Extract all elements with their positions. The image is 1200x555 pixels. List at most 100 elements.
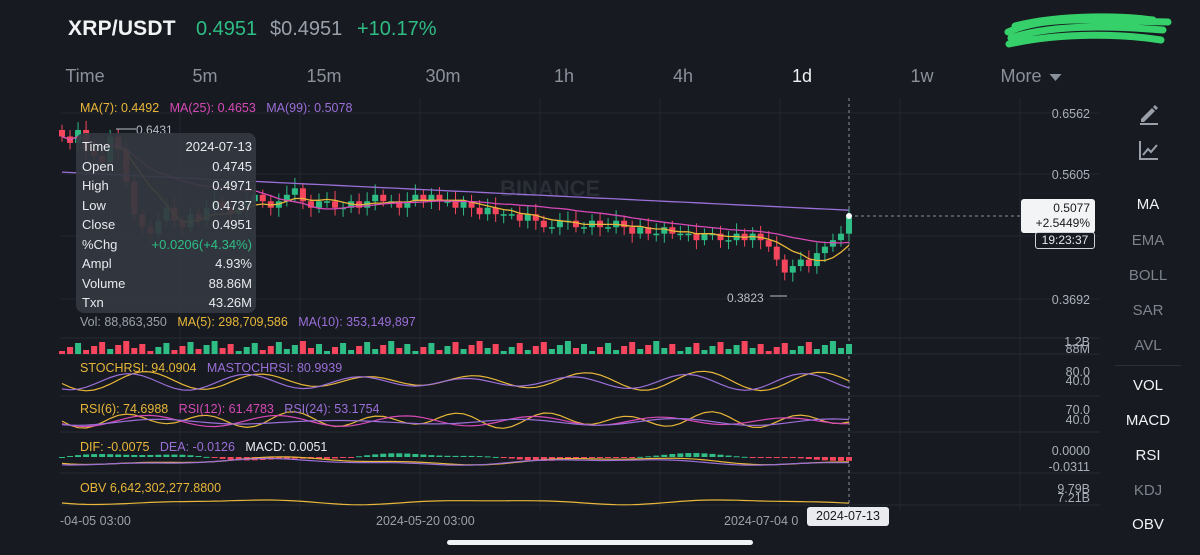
tooltip-value: 0.4971: [212, 178, 252, 193]
rsi-axis-label: 70.0: [1065, 403, 1090, 417]
candle-body: [59, 129, 65, 137]
macd-histogram-bar: [179, 454, 186, 457]
tooltip-value: 0.4745: [212, 158, 252, 174]
volume-bar: [444, 346, 451, 354]
price-axis-label: 0.5605: [1051, 168, 1090, 182]
current-price-box: 0.5077 +2.5449%: [1021, 199, 1095, 233]
obv-value: OBV 6,642,302,277.8800: [80, 481, 222, 495]
redaction-scribble: [1004, 13, 1172, 48]
macd-histogram-bar: [621, 457, 628, 458]
volume-bar: [412, 351, 419, 354]
indicator-rsi[interactable]: RSI: [1135, 447, 1161, 464]
indicator-macd[interactable]: MACD: [1125, 412, 1171, 429]
candle-body: [629, 227, 636, 234]
tab-4h[interactable]: 4h: [672, 66, 694, 86]
indicator-avl[interactable]: AVL: [1134, 337, 1162, 354]
volume-bar: [765, 351, 772, 354]
volume-bar: [669, 344, 676, 354]
indicator-vol[interactable]: VOL: [1132, 377, 1163, 394]
volume-bar: [460, 349, 467, 354]
indicator-obv[interactable]: OBV: [1132, 516, 1164, 533]
volume-bar: [203, 345, 210, 354]
tab-time[interactable]: Time: [65, 66, 105, 86]
volume-bar: [837, 348, 844, 354]
home-indicator[interactable]: [447, 540, 753, 545]
candle-body: [685, 233, 692, 236]
tab-15m[interactable]: 15m: [306, 66, 342, 86]
volume-bar: [564, 341, 571, 354]
volume-bar: [508, 347, 515, 354]
tab-5m[interactable]: 5m: [192, 66, 218, 86]
volume-bar: [275, 342, 282, 354]
macd-histogram-bar: [131, 454, 138, 457]
candle-body: [621, 220, 628, 228]
volume-bar: [532, 346, 539, 354]
tab-1d[interactable]: 1d: [791, 66, 813, 86]
tab-30m[interactable]: 30m: [425, 66, 461, 86]
volume-bar: [749, 348, 756, 354]
volume-bar: [637, 349, 644, 354]
macd-value: MACD: 0.0051: [245, 440, 328, 454]
volume-bar: [476, 341, 483, 354]
macd-histogram-bar: [155, 454, 162, 457]
macd-histogram-bar: [227, 457, 234, 460]
tab-1w[interactable]: 1w: [910, 66, 934, 86]
candle-body: [846, 217, 852, 234]
volume-bar: [348, 350, 355, 354]
crosshair-date-label: 2024-07-13: [807, 507, 889, 526]
x-axis-label: 2024-05-20 03:00: [376, 514, 475, 528]
candle-body: [468, 201, 475, 208]
volume-bar: [589, 351, 596, 354]
tooltip-key: %Chg: [82, 236, 118, 252]
macd-histogram-bar: [203, 456, 210, 458]
volume-bar: [404, 344, 411, 354]
candle-body: [332, 201, 339, 208]
candle-body: [725, 240, 732, 242]
macd-histogram-bar: [324, 457, 331, 459]
candle-body: [829, 240, 836, 247]
macd-histogram-bar: [613, 457, 620, 458]
chart-line-icon[interactable]: [1136, 137, 1162, 163]
volume-bar: [613, 350, 620, 354]
volume-bar: [388, 341, 395, 354]
x-axis-label: -04-05 03:00: [60, 514, 131, 528]
indicator-kdj[interactable]: KDJ: [1133, 482, 1163, 499]
tooltip-key: High: [82, 178, 109, 193]
candle-tooltip: Time 2024-07-13 Open 0.4745 High 0.4971 Low 0.4…: [76, 133, 256, 313]
volume-bar: [677, 351, 684, 354]
stochrsi-line: [61, 370, 850, 392]
volume-bar: [75, 343, 82, 354]
macd-histogram-bar: [163, 454, 170, 457]
volume-bar: [211, 341, 218, 354]
macd-histogram-bar: [404, 453, 411, 457]
tooltip-value: 43.26M: [208, 295, 252, 310]
tab-more[interactable]: More: [1000, 66, 1062, 87]
macd-histogram-bar: [380, 453, 387, 457]
pen-icon[interactable]: [1136, 100, 1162, 126]
pair-title[interactable]: XRP/USDT: [68, 17, 176, 40]
macd-histogram-bar: [540, 457, 547, 461]
candle-body: [797, 259, 804, 267]
dif-value: DIF: -0.0075: [80, 440, 150, 454]
dea-value: DEA: -0.0126: [159, 440, 235, 454]
tab-1h[interactable]: 1h: [553, 66, 575, 86]
indicator-boll[interactable]: BOLL: [1128, 267, 1168, 284]
candle-body: [556, 220, 563, 228]
volume-bar: [372, 349, 379, 354]
macd-axis-label: 0.0000: [1051, 444, 1090, 458]
stochrsi-value: STOCHRSI: 94.0904: [80, 361, 197, 375]
tooltip-value: 88.86M: [208, 275, 252, 291]
indicator-ema[interactable]: EMA: [1131, 232, 1165, 249]
volume-bar: [227, 344, 234, 354]
tooltip-key: Volume: [82, 275, 126, 291]
rsi6-value: RSI(6): 74.6988: [80, 402, 169, 416]
indicator-ma[interactable]: MA: [1136, 196, 1160, 213]
obv-line: [61, 499, 850, 506]
indicator-sar[interactable]: SAR: [1132, 302, 1164, 319]
candle-body: [516, 214, 523, 221]
macd-histogram-bar: [524, 457, 531, 461]
macd-histogram-bar: [83, 454, 90, 457]
price-axis-label: 0.3692: [1051, 293, 1090, 307]
candle-body: [781, 259, 788, 273]
volume-bar: [243, 347, 250, 354]
